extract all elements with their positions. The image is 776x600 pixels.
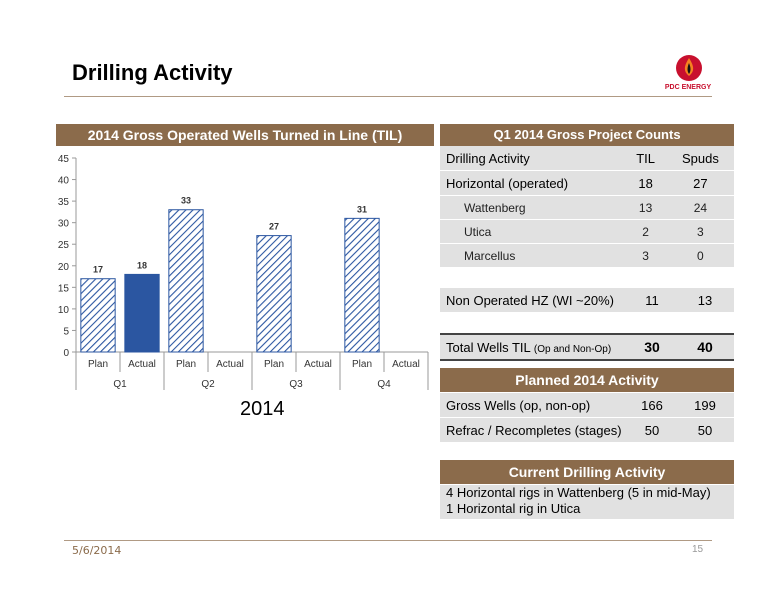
header-til: TIL	[636, 150, 655, 166]
table-row: Wattenberg 13 24	[440, 195, 734, 220]
title-divider	[64, 96, 712, 97]
x-tick-label: Actual	[304, 359, 332, 370]
footer-divider	[64, 540, 712, 541]
row-spuds: 13	[697, 292, 713, 308]
bar	[168, 209, 204, 353]
bar	[256, 235, 292, 353]
x-group-label: Q3	[289, 379, 303, 390]
row-spuds: 27	[693, 175, 708, 191]
y-tick-label: 25	[58, 240, 70, 251]
bar	[80, 278, 116, 353]
x-tick-label: Plan	[352, 359, 372, 370]
row-til: 11	[645, 292, 659, 308]
planned-activity-title: Planned 2014 Activity	[440, 368, 734, 392]
row-spuds: 24	[693, 200, 708, 215]
row-label: Refrac / Recompletes (stages)	[446, 422, 622, 438]
table-header-row: Drilling Activity TIL Spuds	[440, 146, 734, 171]
y-tick-label: 10	[58, 305, 70, 316]
row-label: Non Operated HZ (WI ~20%)	[446, 292, 614, 308]
pdc-energy-logo-icon	[676, 55, 702, 81]
x-tick-label: Actual	[392, 359, 420, 370]
planned-activity-table: Gross Wells (op, non-op) 166 199 Refrac …	[440, 393, 734, 442]
y-tick-label: 45	[58, 154, 70, 165]
row-til: 30	[644, 339, 660, 355]
y-tick-label: 35	[58, 197, 70, 208]
bar-data-label: 18	[137, 260, 147, 270]
non-operated-table: Non Operated HZ (WI ~20%) 11 13	[440, 288, 734, 312]
table-row: Horizontal (operated) 18 27	[440, 170, 734, 196]
y-tick-label: 15	[58, 283, 70, 294]
table-row: Marcellus 3 0	[440, 243, 734, 267]
row-spuds: 3	[697, 224, 704, 239]
row-spuds: 0	[697, 248, 704, 263]
current-drilling-line: 4 Horizontal rigs in Wattenberg (5 in mi…	[446, 485, 711, 500]
x-group-label: Q1	[113, 379, 127, 390]
page-title: Drilling Activity	[72, 60, 233, 85]
x-tick-label: Plan	[176, 359, 196, 370]
current-drilling-line: 1 Horizontal rig in Utica	[446, 501, 581, 516]
current-drilling-box: 4 Horizontal rigs in Wattenberg (5 in mi…	[440, 485, 734, 519]
total-wells-table: Total Wells TIL (Op and Non-Op) 30 40	[440, 333, 734, 361]
row-til: 2	[642, 224, 649, 239]
row-value: 50	[697, 422, 713, 438]
table-row: Non Operated HZ (WI ~20%) 11 13	[440, 288, 734, 312]
row-label: Marcellus	[464, 248, 516, 263]
row-label: Gross Wells (op, non-op)	[446, 397, 591, 413]
bar	[124, 273, 160, 353]
y-tick-label: 0	[63, 348, 69, 359]
table-row: Refrac / Recompletes (stages) 50 50	[440, 417, 734, 442]
row-value: 199	[694, 397, 716, 413]
logo-text: PDC ENERGY	[664, 84, 712, 91]
chart-x-axis-label: 2014	[240, 398, 285, 420]
x-tick-label: Actual	[128, 359, 156, 370]
row-label: Utica	[464, 224, 492, 239]
table-row: Gross Wells (op, non-op) 166 199	[440, 393, 734, 418]
bar-data-label: 17	[93, 265, 103, 275]
x-group-label: Q2	[201, 379, 215, 390]
y-tick-label: 5	[63, 326, 69, 337]
current-drilling-title: Current Drilling Activity	[440, 460, 734, 484]
row-label: Total Wells TIL (Op and Non-Op)	[440, 334, 628, 360]
bar	[344, 217, 380, 353]
table-row: Total Wells TIL (Op and Non-Op) 30 40	[440, 334, 734, 360]
row-value: 50	[644, 422, 660, 438]
bar-data-label: 33	[181, 196, 191, 206]
x-tick-label: Actual	[216, 359, 244, 370]
x-tick-label: Plan	[88, 359, 108, 370]
row-label: Wattenberg	[464, 200, 526, 215]
bar-data-label: 31	[357, 204, 367, 214]
y-tick-label: 20	[58, 262, 70, 273]
gross-project-table: Drilling Activity TIL Spuds Horizontal (…	[440, 146, 734, 267]
total-note: (Op and Non-Op)	[533, 343, 612, 355]
page-number: 15	[692, 544, 704, 555]
y-tick-label: 30	[58, 219, 70, 230]
table-row: Utica 2 3	[440, 219, 734, 244]
header-drilling-activity: Drilling Activity	[446, 150, 530, 166]
row-til: 3	[642, 248, 649, 263]
til-bar-chart: 0 5 10 15 20 25 30 35 40 45 Plan Actual Plan Actual Pl…	[58, 154, 429, 390]
chart-title: 2014 Gross Operated Wells Turned in Line…	[56, 124, 434, 146]
row-til: 18	[638, 175, 653, 191]
row-label: Horizontal (operated)	[446, 175, 569, 191]
x-group-label: Q4	[377, 379, 391, 390]
y-tick-label: 40	[58, 176, 70, 187]
row-value: 166	[641, 397, 663, 413]
row-til: 13	[638, 200, 653, 215]
footer-date: 5/6/2014	[72, 544, 122, 557]
row-spuds: 40	[697, 339, 713, 355]
gross-project-title: Q1 2014 Gross Project Counts	[440, 124, 734, 146]
bar-data-label: 27	[269, 222, 279, 232]
total-label: Total Wells TIL	[446, 339, 531, 355]
x-tick-label: Plan	[264, 359, 284, 370]
header-spuds: Spuds	[681, 150, 719, 166]
